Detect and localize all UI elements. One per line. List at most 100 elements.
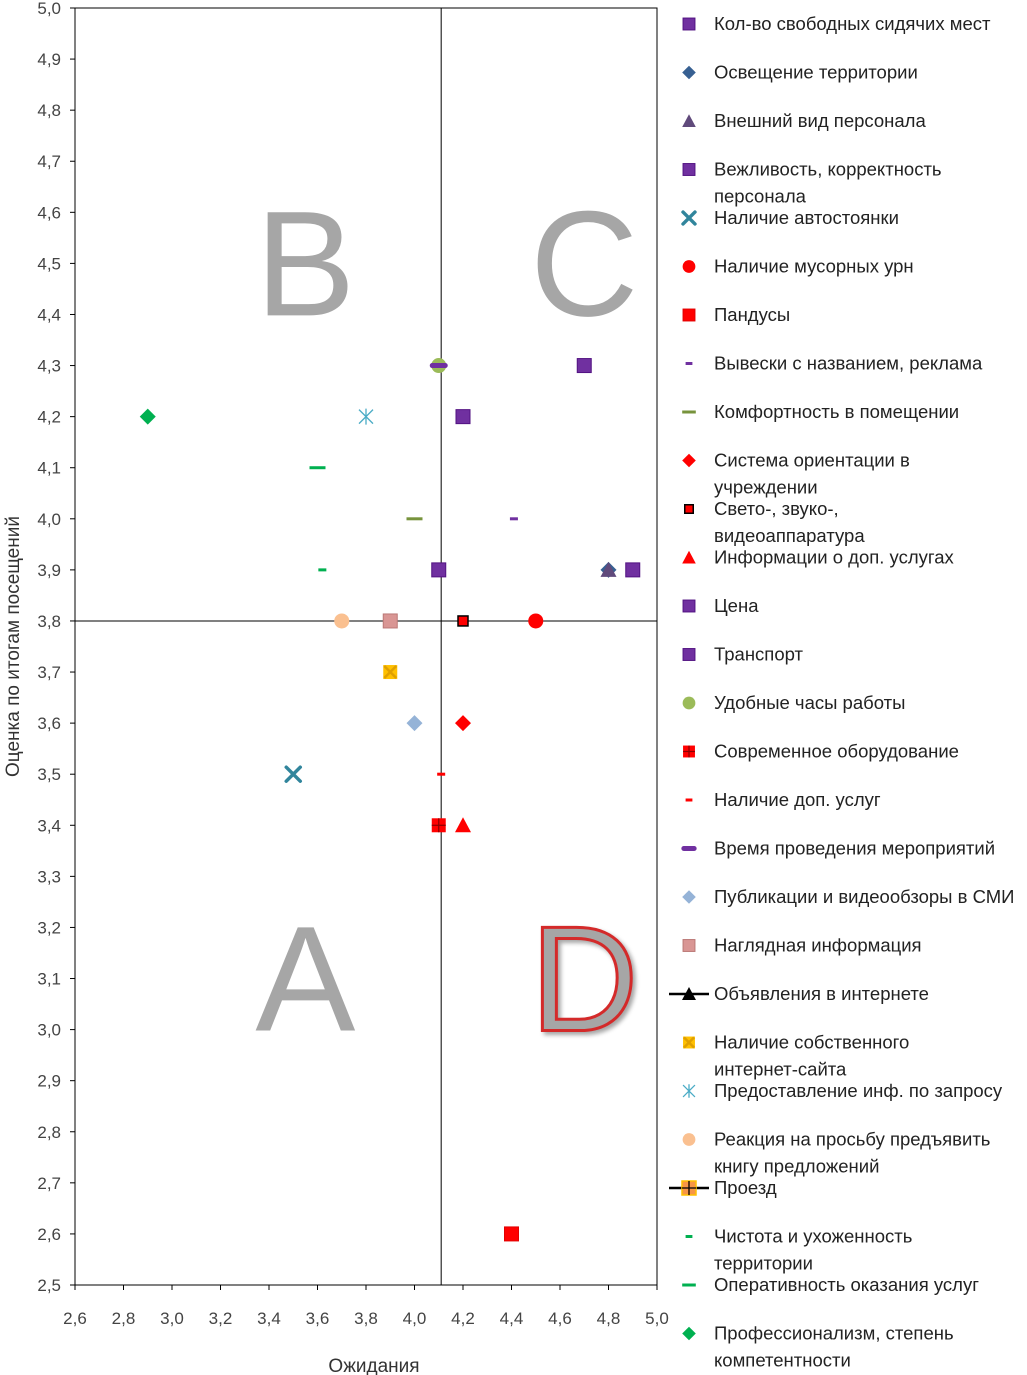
- x-tick-label: 4,4: [500, 1309, 524, 1328]
- quadrant-labels: B C A D: [255, 179, 640, 1064]
- legend-label: Время проведения мероприятий: [714, 838, 995, 859]
- data-point: [509, 517, 518, 521]
- legend: Кол-во свободных сидячих мест Освещение т…: [669, 13, 1014, 1371]
- legend-marker-icon: [682, 163, 696, 176]
- quadrant-label-d: D: [530, 895, 638, 1063]
- data-point: [382, 613, 398, 629]
- legend-marker-icon: [685, 798, 693, 802]
- legend-label: Освещение территории: [714, 62, 918, 83]
- legend-label: Вежливость, корректность персонала: [714, 159, 942, 207]
- y-tick-label: 3,9: [37, 561, 61, 580]
- legend-item: Комфортность в помещении: [682, 401, 959, 422]
- y-tick-label: 4,2: [37, 408, 61, 427]
- data-point: [457, 615, 469, 627]
- legend-item: Наличие мусорных урн: [682, 256, 914, 277]
- y-tick-label: 4,3: [37, 357, 61, 376]
- y-tick-label: 4,7: [37, 152, 61, 171]
- y-tick-label: 3,7: [37, 663, 61, 682]
- data-point: [600, 561, 617, 577]
- legend-item: Объявления в интернете: [669, 983, 929, 1004]
- legend-label: Проезд: [714, 1177, 777, 1198]
- quadrant-label-a: A: [255, 895, 355, 1063]
- legend-marker-icon: [682, 1133, 696, 1146]
- legend-marker-icon: [682, 1084, 696, 1098]
- x-axis-title: Ожидания: [328, 1356, 419, 1375]
- y-tick-label: 4,0: [37, 510, 61, 529]
- plot-frame: [74, 7, 658, 1286]
- legend-label: Пандусы: [714, 304, 790, 325]
- legend-label: Внешний вид персонала: [714, 110, 926, 131]
- legend-label: Наглядная информация: [714, 935, 922, 956]
- x-tick-label: 5,0: [645, 1309, 669, 1328]
- x-tick-label: 3,0: [160, 1309, 184, 1328]
- legend-item: Профессионализм, степень компетентности: [682, 1323, 954, 1371]
- legend-marker-icon: [683, 1036, 695, 1049]
- legend-item: Вывески с названием, реклама: [685, 353, 983, 374]
- legend-label: Информации о доп. услугах: [714, 547, 955, 568]
- legend-label: Вывески с названием, реклама: [714, 353, 983, 374]
- y-tick-label: 2,6: [37, 1225, 61, 1244]
- data-point: [139, 408, 156, 425]
- x-tick-label: 2,8: [112, 1309, 136, 1328]
- data-point: [334, 613, 350, 629]
- legend-item: Современное оборудование: [683, 741, 959, 762]
- legend-label: Объявления в интернете: [714, 983, 929, 1004]
- data-point: [576, 358, 592, 374]
- legend-item: Наличие доп. услуг: [685, 789, 881, 810]
- y-tick-label: 2,7: [37, 1174, 61, 1193]
- legend-marker-icon: [682, 308, 696, 322]
- quadrant-label-c: C: [530, 179, 638, 347]
- y-tick-label: 4,9: [37, 50, 61, 69]
- data-point: [431, 562, 447, 578]
- y-tick-label: 3,0: [37, 1021, 61, 1040]
- y-tick-label: 2,5: [37, 1276, 61, 1295]
- legend-item: Оперативность оказания услуг: [682, 1274, 979, 1295]
- legend-label: Оперативность оказания услуг: [714, 1274, 979, 1295]
- legend-marker-icon: [669, 987, 709, 1000]
- y-tick-label: 3,5: [37, 765, 61, 784]
- legend-item: Публикации и видеообзоры в СМИ: [682, 886, 1014, 907]
- legend-label: Наличие мусорных урн: [714, 256, 914, 277]
- data-point: [406, 517, 423, 521]
- x-tick-label: 4,6: [548, 1309, 572, 1328]
- y-tick-label: 4,4: [37, 305, 61, 324]
- legend-item: Свето-, звуко-, видеоаппаратура: [684, 498, 865, 546]
- data-point: [455, 817, 471, 833]
- legend-marker-icon: [682, 410, 696, 414]
- y-tick-label: 4,5: [37, 254, 61, 273]
- data-point: [455, 715, 471, 732]
- legend-label: Наличие доп. услуг: [714, 789, 881, 810]
- legend-label: Публикации и видеообзоры в СМИ: [714, 886, 1014, 907]
- legend-label: Транспорт: [714, 644, 803, 665]
- data-point: [358, 408, 374, 425]
- legend-item: Удобные часы работы: [682, 692, 905, 713]
- legend-label: Кол-во свободных сидячих мест: [714, 13, 991, 34]
- y-tick-label: 3,8: [37, 612, 61, 631]
- legend-marker-icon: [685, 362, 693, 365]
- legend-item: Время проведения мероприятий: [681, 838, 995, 859]
- data-point: [429, 363, 448, 369]
- legend-item: Предоставление инф. по запросу: [682, 1080, 1003, 1101]
- data-point: [625, 562, 641, 578]
- x-tick-label: 2,6: [63, 1309, 87, 1328]
- y-tick-label: 3,3: [37, 867, 61, 886]
- legend-label: Цена: [714, 595, 759, 616]
- y-tick-label: 3,6: [37, 714, 61, 733]
- data-point: [309, 466, 326, 470]
- legend-marker-icon: [682, 1326, 696, 1341]
- legend-label: Чистота и ухоженность территории: [714, 1226, 912, 1274]
- y-tick-label: 4,6: [37, 203, 61, 222]
- legend-marker-icon: [682, 599, 696, 613]
- legend-marker-icon: [669, 1180, 709, 1196]
- legend-marker-icon: [682, 453, 696, 468]
- data-point: [437, 772, 446, 776]
- x-tick-label: 3,2: [209, 1309, 233, 1328]
- x-tick-label: 3,4: [257, 1309, 281, 1328]
- x-tick-label: 4,0: [403, 1309, 427, 1328]
- legend-item: Реакция на просьбу предъявить книгу предл…: [682, 1129, 990, 1177]
- data-point: [431, 818, 446, 833]
- legend-item: Цена: [682, 595, 759, 616]
- legend-label: Реакция на просьбу предъявить книгу предл…: [714, 1129, 990, 1177]
- y-tick-label: 3,2: [37, 918, 61, 937]
- legend-label: Профессионализм, степень компетентности: [714, 1323, 954, 1371]
